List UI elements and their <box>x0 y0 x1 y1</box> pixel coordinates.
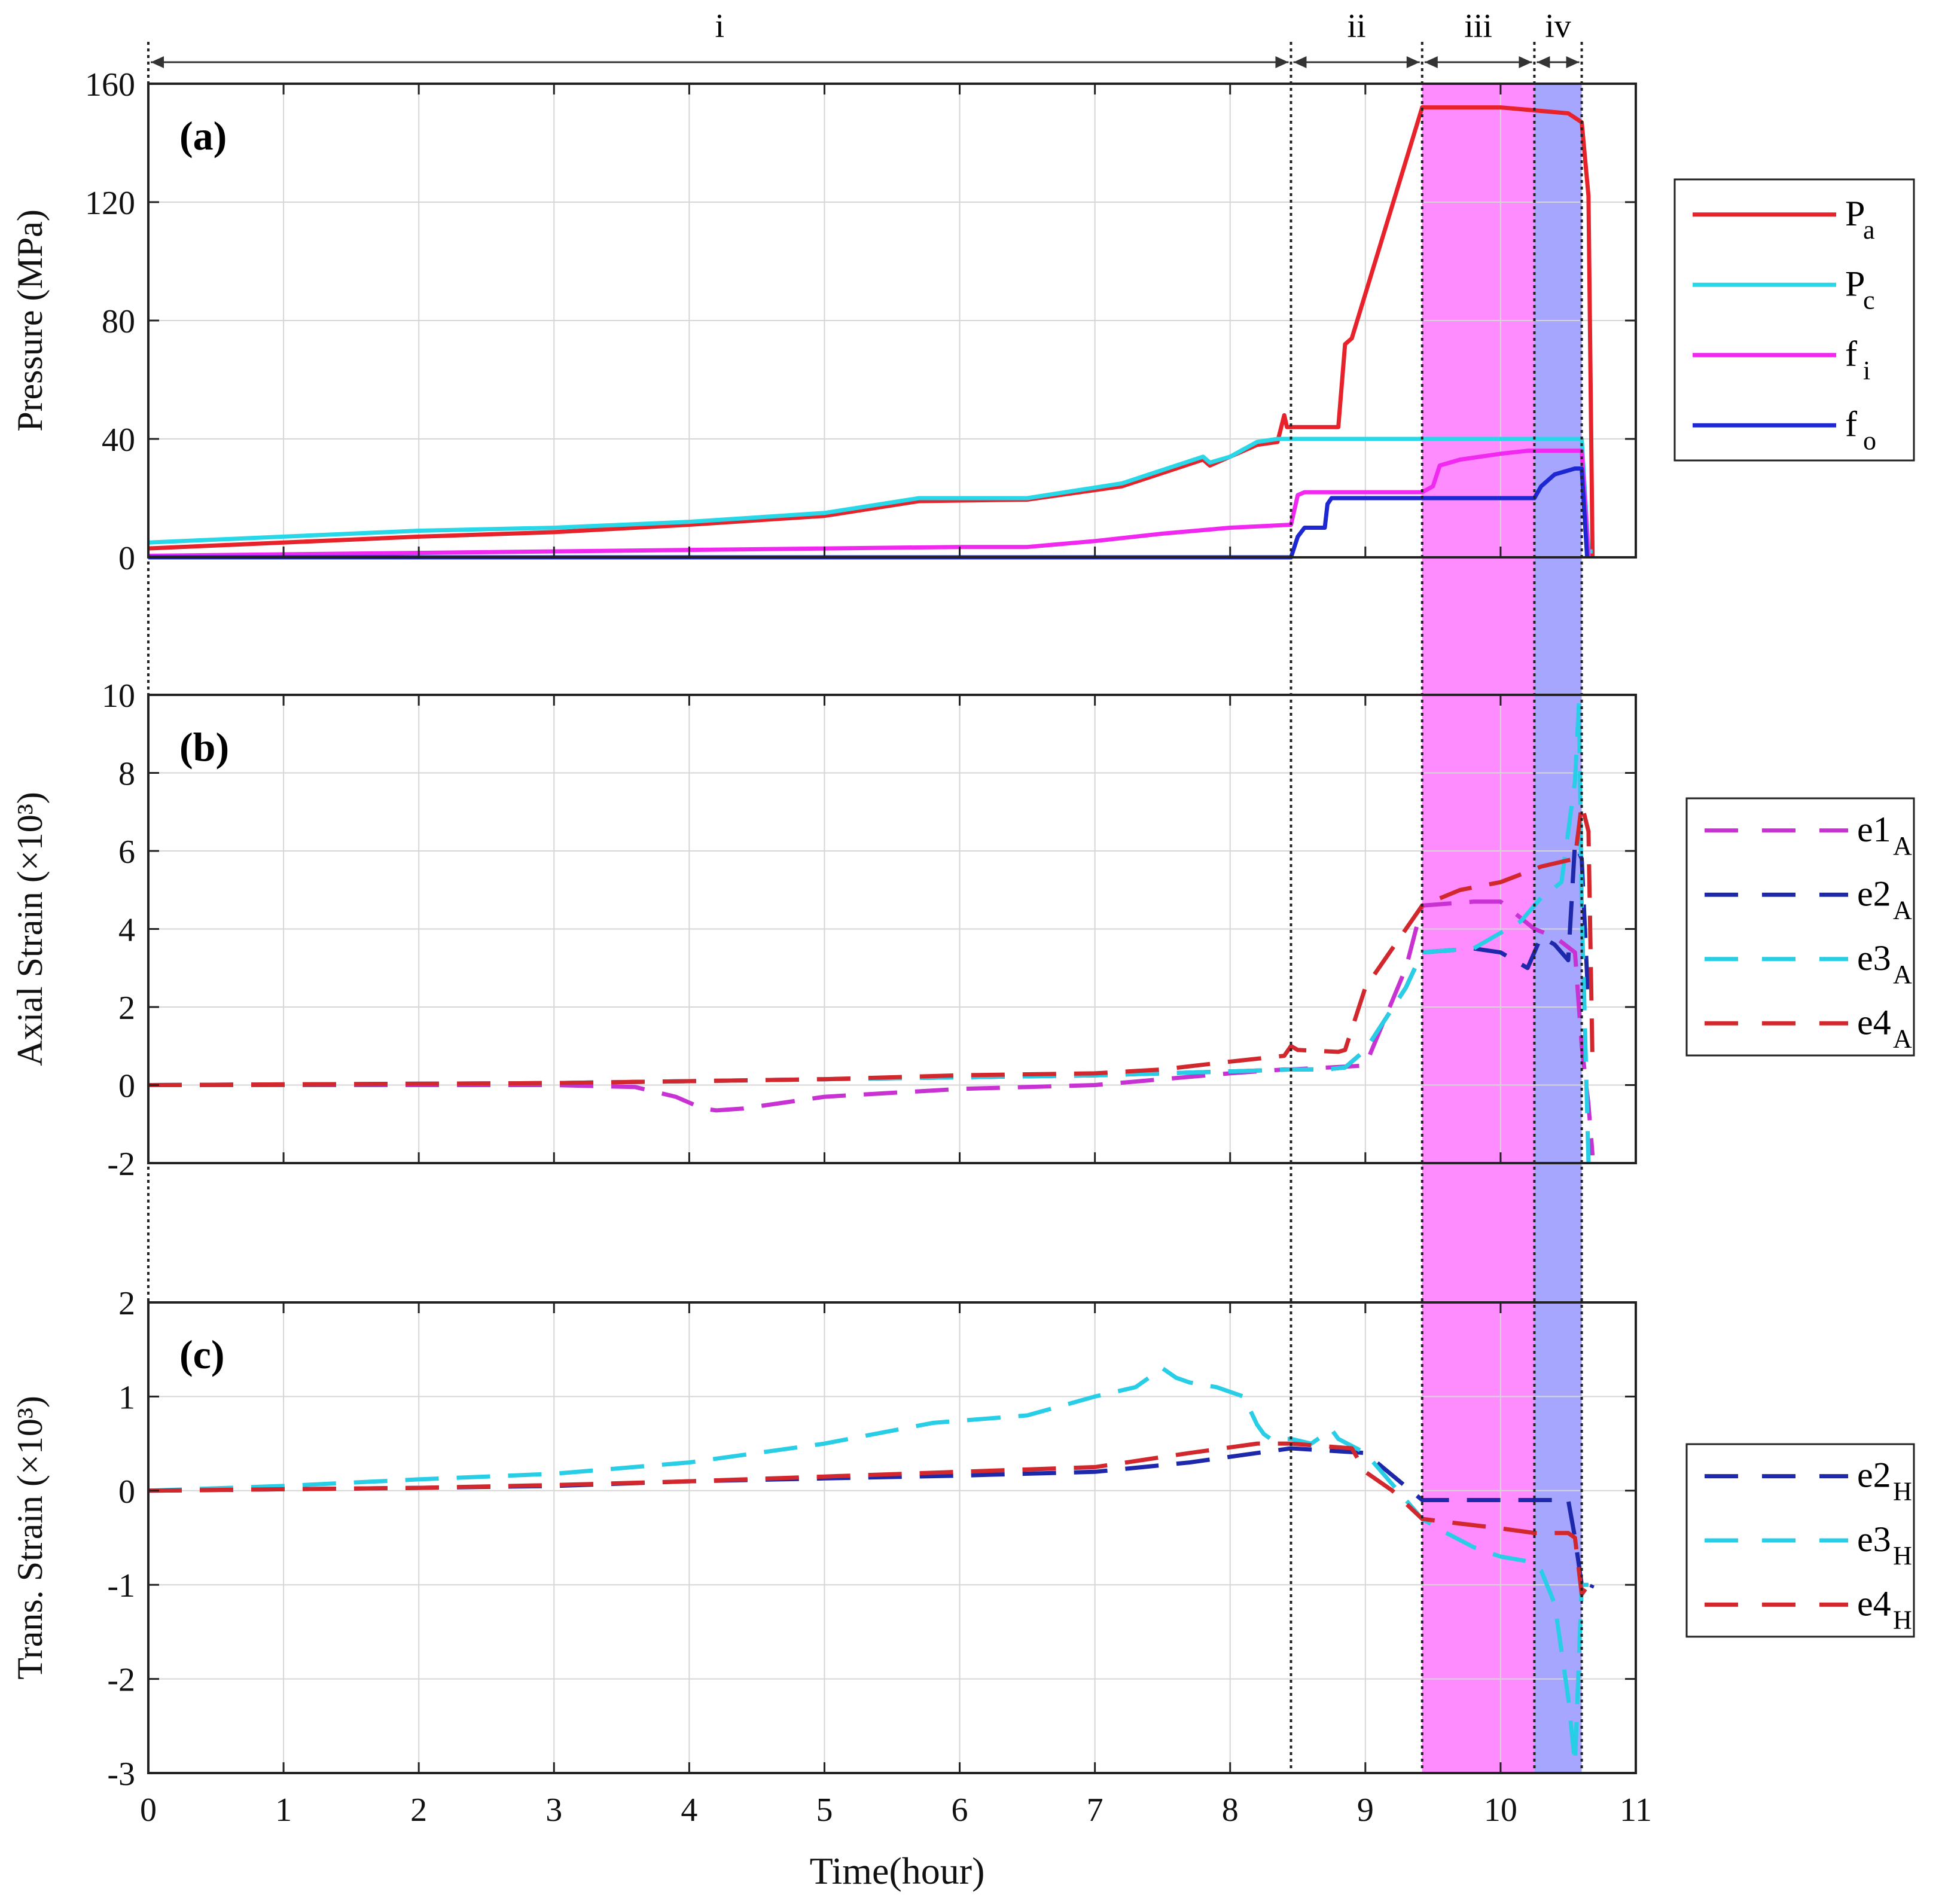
phase-label-iii: iii <box>1464 8 1492 45</box>
y-tick-label: 40 <box>102 422 135 459</box>
x-axis-label: Time(hour) <box>810 1850 985 1892</box>
x-tick-label: 9 <box>1357 1792 1374 1829</box>
series-line-P-c <box>148 437 1593 554</box>
legend-label-sub: a <box>1863 215 1875 245</box>
legend-label: e2 <box>1857 874 1891 913</box>
legend-box-1 <box>1673 178 1915 462</box>
legend-label: e3 <box>1857 938 1891 978</box>
x-tick-label: 3 <box>545 1792 562 1829</box>
y-tick-label: 6 <box>118 834 135 871</box>
panel-label: (a) <box>179 113 227 158</box>
legend-label: f <box>1845 404 1857 444</box>
legend-label-sub: o <box>1863 426 1876 455</box>
phase-markers: i ii iii iv <box>147 8 1583 1773</box>
x-tick-label: 2 <box>410 1792 427 1829</box>
legend-label: P <box>1845 194 1865 233</box>
y-tick-label: 2 <box>118 990 135 1027</box>
phase-arrow-head-left <box>1424 56 1438 68</box>
phase-label-iv: iv <box>1545 8 1571 45</box>
y-axis-label-2: Axial Strain (×10³) <box>10 792 50 1066</box>
y-tick-label: -3 <box>107 1756 135 1793</box>
series-line-P-a <box>148 105 1595 558</box>
data-series <box>148 105 1595 1766</box>
phase-label-i: i <box>715 8 724 45</box>
y-tick-label: 0 <box>118 540 135 577</box>
y-tick-label: 0 <box>118 1068 135 1105</box>
legend-label-sub: H <box>1893 1477 1912 1506</box>
legend-label-sub: c <box>1863 285 1875 315</box>
phase-arrow-head-right <box>1566 56 1580 68</box>
x-tick-label: 1 <box>275 1792 292 1829</box>
phase-arrow-head-right <box>1519 56 1532 68</box>
x-tick-label: 6 <box>952 1792 968 1829</box>
legend-label-sub: H <box>1893 1541 1912 1570</box>
series-line-e4-A <box>148 802 1595 1087</box>
legend-label-sub: A <box>1893 831 1912 861</box>
series-line-e3-H <box>148 1366 1589 1766</box>
x-tick-label: 4 <box>681 1792 697 1829</box>
x-tick-label: 0 <box>140 1792 157 1829</box>
series-line-e3-A <box>148 700 1591 1164</box>
y-axis-label-3: Trans. Strain (×10³) <box>10 1396 50 1680</box>
phase-arrow-head-left <box>1537 56 1550 68</box>
y-axis-label-1: Pressure (MPa) <box>10 209 50 432</box>
phase-label-ii: ii <box>1348 8 1366 45</box>
legend-label: P <box>1845 264 1865 303</box>
x-tick-label: 5 <box>816 1792 833 1829</box>
y-tick-label: -1 <box>107 1567 135 1604</box>
legend-label: e2 <box>1857 1456 1891 1495</box>
y-tick-label: 1 <box>118 1379 135 1416</box>
legend-box-2 <box>1685 797 1915 1057</box>
x-tick-label: 10 <box>1484 1792 1517 1829</box>
y-tick-label: 120 <box>85 185 135 222</box>
y-tick-label: -2 <box>107 1146 135 1183</box>
y-tick-label: 10 <box>102 678 135 715</box>
series-line-e4-H <box>148 1441 1595 1597</box>
phase-arrow-head-left <box>151 56 164 68</box>
grid-lines <box>148 84 1636 1773</box>
series-line-f-o <box>148 466 1590 560</box>
panel-label: (b) <box>179 724 229 770</box>
series-line-f-i <box>148 448 1591 558</box>
legend-label-sub: H <box>1893 1605 1912 1634</box>
y-tick-label: 0 <box>118 1473 135 1511</box>
x-tick-label: 7 <box>1087 1792 1103 1829</box>
y-tick-label: 8 <box>118 756 135 793</box>
legend-label: e3 <box>1857 1519 1891 1559</box>
legend-label-sub: A <box>1893 960 1912 989</box>
legend-label-sub: A <box>1893 895 1912 924</box>
y-tick-label: 160 <box>85 66 135 103</box>
y-tick-label: 80 <box>102 303 135 340</box>
axes-frame-3 <box>147 1301 1637 1774</box>
legend-label: e4 <box>1857 1583 1891 1623</box>
legend-label-sub: i <box>1863 356 1870 385</box>
series-line-e1-A <box>148 899 1595 1156</box>
legend-label-sub: A <box>1893 1024 1912 1053</box>
legend-label: e4 <box>1857 1002 1891 1042</box>
legend-label: e1 <box>1857 810 1891 849</box>
phase-arrow-head-left <box>1293 56 1307 68</box>
legend-label: f <box>1845 334 1857 374</box>
x-tick-label: 8 <box>1222 1792 1239 1829</box>
panel-label: (c) <box>179 1332 224 1377</box>
x-tick-label: 11 <box>1620 1792 1652 1829</box>
y-tick-label: 4 <box>118 912 135 949</box>
phase-arrow-head-right <box>1275 56 1289 68</box>
phase-arrow-head-right <box>1406 56 1420 68</box>
y-tick-label: 2 <box>118 1285 135 1322</box>
y-tick-label: -2 <box>107 1662 135 1699</box>
series-line-e2-H <box>148 1446 1595 1597</box>
